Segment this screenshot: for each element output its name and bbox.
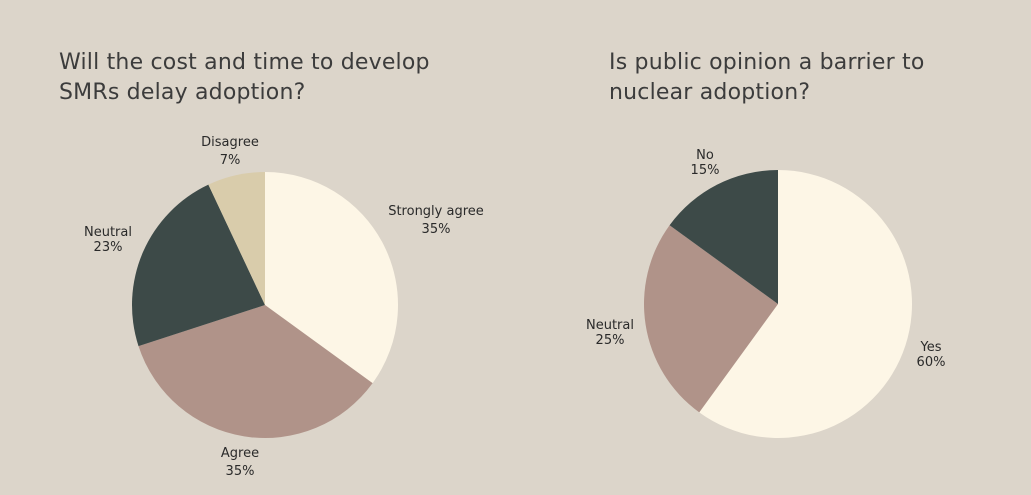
chart-1-label-agree: Agree xyxy=(221,446,259,461)
chart-1-slice-neutral xyxy=(132,184,265,347)
chart-2-title-line-1: Is public opinion a barrier to xyxy=(609,50,925,75)
chart-2-title: Is public opinion a barrier to nuclear a… xyxy=(609,48,1009,108)
chart-1-pie xyxy=(132,171,399,439)
chart-2-label-yes: Yes xyxy=(920,340,942,355)
chart-1-label-strongly-agree: Strongly agree xyxy=(388,204,484,219)
chart-2-slice-neutral xyxy=(644,225,778,413)
chart-2-title-line-2: nuclear adoption? xyxy=(609,80,811,105)
chart-2-value-yes: 60% xyxy=(917,355,946,370)
chart-1-title: Will the cost and time to develop SMRs d… xyxy=(59,48,489,108)
chart-1-value-neutral: 23% xyxy=(94,240,123,255)
chart-1-slice-strongly-agree xyxy=(265,171,399,384)
chart-2-slice-no xyxy=(669,170,778,304)
chart-1-value-disagree: 7% xyxy=(220,153,241,168)
chart-2-label-no: No xyxy=(696,148,714,163)
chart-1-value-strongly-agree: 35% xyxy=(422,222,451,237)
chart-1-slice-agree xyxy=(138,305,373,439)
chart-1-label-neutral: Neutral xyxy=(84,225,132,240)
chart-1-value-agree: 35% xyxy=(226,464,255,479)
chart-2-value-no: 15% xyxy=(691,163,720,178)
chart-2-pie xyxy=(644,170,913,439)
chart-2-label-neutral: Neutral xyxy=(586,318,634,333)
chart-1-label-disagree: Disagree xyxy=(201,135,259,150)
chart-1-slice-disagree xyxy=(208,172,265,305)
chart-1-title-line-1: Will the cost and time to develop xyxy=(59,50,430,75)
chart-2-value-neutral: 25% xyxy=(596,333,625,348)
chart-2-slice-yes xyxy=(699,170,913,439)
chart-1-title-line-2: SMRs delay adoption? xyxy=(59,80,306,105)
